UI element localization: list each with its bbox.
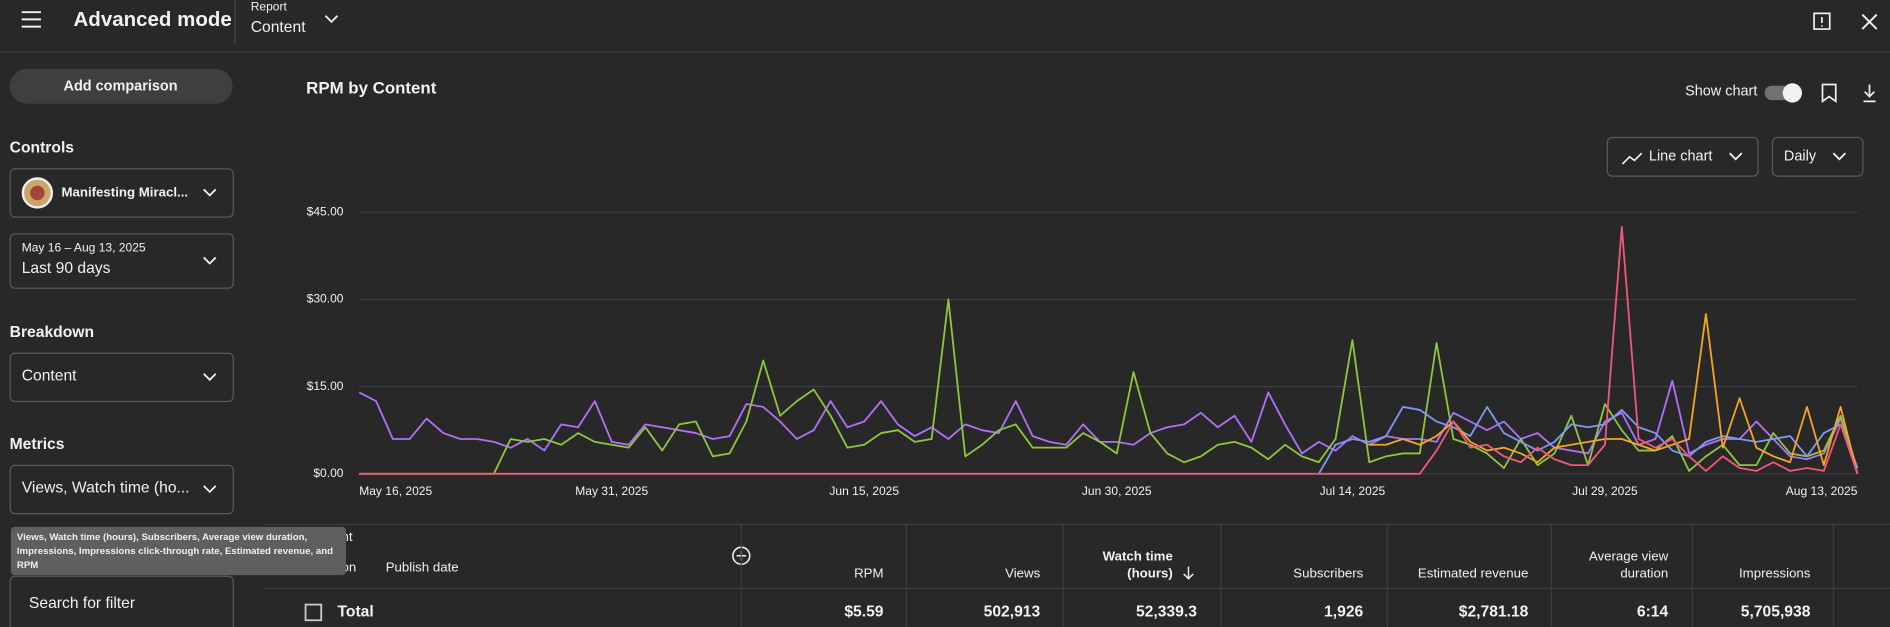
channel-name: Manifesting Miracl... (61, 184, 188, 199)
x-tick-label: May 31, 2025 (575, 484, 648, 498)
column-header[interactable]: Average view (1589, 548, 1669, 563)
interval-button[interactable] (1771, 136, 1864, 177)
y-tick-label: $45.00 (307, 204, 344, 218)
tooltip-text: Views, Watch time (hours), Subscribers, … (17, 532, 308, 543)
toggle-knob[interactable] (1782, 83, 1803, 103)
chevron[interactable] (1729, 152, 1743, 161)
total-cell: 5,705,938 (1741, 604, 1811, 621)
breakdown-select[interactable] (9, 352, 234, 403)
chevron[interactable] (1832, 152, 1847, 161)
date-select[interactable] (9, 233, 234, 289)
channel-select[interactable] (9, 168, 234, 218)
total-cell: $2,781.18 (1459, 604, 1529, 621)
column-header[interactable]: Impressions (1739, 565, 1811, 580)
total-label: Total (338, 604, 374, 621)
y-tick-label: $0.00 (313, 466, 343, 480)
column-header[interactable]: RPM (854, 565, 883, 580)
section-heading: Breakdown (10, 324, 94, 341)
x-tick-label: Jun 15, 2025 (829, 484, 899, 498)
total-checkbox[interactable] (304, 603, 323, 622)
search-box[interactable] (9, 575, 234, 627)
x-tick-label: May 16, 2025 (359, 484, 432, 498)
show-chart-label: Show chart (1685, 84, 1757, 100)
x-tick-label: Jun 30, 2025 (1082, 484, 1152, 498)
period: Last 90 days (22, 260, 111, 277)
column-header[interactable]: duration (1620, 565, 1668, 580)
total-cell: 52,339.3 (1136, 604, 1197, 621)
breakdown-select-chevron[interactable] (203, 373, 217, 382)
column-header[interactable]: Watch time (1103, 548, 1173, 563)
metrics-select[interactable] (9, 464, 234, 515)
column-header[interactable]: Views (1005, 565, 1040, 580)
line-chart-icon (1621, 152, 1643, 165)
search-placeholder: Search for filter (29, 595, 135, 612)
x-tick-label: Aug 13, 2025 (1786, 484, 1858, 498)
metrics-value: Views, Watch time (ho... (22, 479, 190, 496)
add-comparison-button[interactable] (9, 68, 233, 104)
x-tick-label: Jul 14, 2025 (1320, 484, 1386, 498)
interval-label[interactable]: Daily (1784, 149, 1817, 165)
section-heading: Metrics (10, 436, 65, 453)
total-cell: 502,913 (984, 604, 1041, 621)
app-title: Advanced mode (74, 8, 232, 31)
column-header[interactable]: (hours) (1127, 565, 1173, 580)
date-range: May 16 – Aug 13, 2025 (22, 241, 146, 255)
tooltip-text: RPM (17, 560, 38, 571)
y-tick-label: $15.00 (307, 379, 344, 393)
tooltip (10, 526, 346, 576)
column-header[interactable]: Publish date (386, 559, 459, 574)
column-header[interactable]: Estimated revenue (1418, 565, 1528, 580)
chart-type-label[interactable]: Line chart (1649, 149, 1712, 165)
feedback-icon[interactable] (1813, 12, 1831, 30)
series-line (1369, 313, 1859, 475)
y-tick-label: $30.00 (307, 292, 344, 306)
chart-title: RPM by Content (306, 79, 437, 98)
menu-icon[interactable] (21, 11, 41, 28)
tooltip-text: Impressions, Impressions click-through r… (17, 546, 333, 557)
channel-avatar-inner (30, 185, 45, 201)
channel-select-chevron[interactable] (203, 188, 217, 197)
bookmark-icon[interactable] (1821, 83, 1837, 104)
section-heading: Controls (10, 140, 75, 157)
breakdown-value: Content (22, 367, 77, 384)
series-line (359, 225, 1859, 475)
chart-type-button[interactable] (1606, 136, 1759, 177)
x-tick-label: Jul 29, 2025 (1572, 484, 1638, 498)
add-comparison-label[interactable]: Add comparison (64, 79, 178, 95)
column-header[interactable]: Subscribers (1293, 565, 1363, 580)
report-value[interactable]: Content (251, 19, 306, 36)
total-cell: 1,926 (1324, 604, 1363, 621)
download-icon[interactable] (1863, 84, 1876, 103)
close-icon[interactable] (1861, 13, 1878, 30)
sort-arrow (1183, 566, 1194, 580)
metrics-select-chevron[interactable] (203, 485, 217, 494)
total-cell: 6:14 (1637, 604, 1669, 621)
report-label: Report (251, 0, 288, 14)
date-select-chevron[interactable] (203, 256, 217, 265)
series-line (1317, 406, 1859, 475)
report-chevron[interactable] (324, 15, 339, 24)
total-cell: $5.59 (844, 604, 883, 621)
